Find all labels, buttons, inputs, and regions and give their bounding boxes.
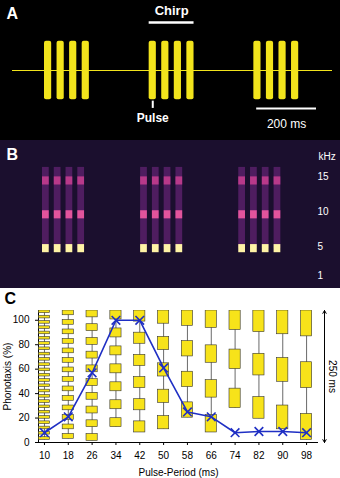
- svg-text:66: 66: [206, 450, 218, 461]
- svg-text:Chirp: Chirp: [155, 3, 189, 18]
- svg-text:1: 1: [318, 270, 324, 281]
- svg-text:200 ms: 200 ms: [267, 117, 306, 131]
- svg-text:A: A: [7, 5, 19, 22]
- svg-text:10: 10: [39, 450, 51, 461]
- svg-text:5: 5: [318, 241, 324, 252]
- svg-text:C: C: [5, 290, 17, 307]
- svg-text:100: 100: [13, 314, 30, 325]
- svg-text:Pulse: Pulse: [137, 111, 169, 125]
- svg-text:80: 80: [18, 339, 30, 350]
- svg-text:50: 50: [158, 450, 170, 461]
- svg-text:26: 26: [87, 450, 99, 461]
- svg-text:B: B: [7, 146, 19, 163]
- svg-text:15: 15: [318, 171, 330, 182]
- svg-text:58: 58: [182, 450, 194, 461]
- svg-text:42: 42: [134, 450, 146, 461]
- svg-text:0: 0: [24, 437, 30, 448]
- svg-text:98: 98: [301, 450, 313, 461]
- svg-text:20: 20: [18, 412, 30, 423]
- svg-text:Phonotaxis (%): Phonotaxis (%): [2, 343, 13, 411]
- svg-text:10: 10: [318, 206, 330, 217]
- svg-text:250 ms: 250 ms: [327, 360, 338, 393]
- svg-text:34: 34: [110, 450, 122, 461]
- svg-text:kHz: kHz: [319, 151, 336, 162]
- svg-text:74: 74: [230, 450, 242, 461]
- svg-text:82: 82: [253, 450, 265, 461]
- svg-text:60: 60: [18, 363, 30, 374]
- svg-text:90: 90: [277, 450, 289, 461]
- svg-text:18: 18: [63, 450, 75, 461]
- svg-text:Pulse-Period (ms): Pulse-Period (ms): [138, 467, 218, 478]
- svg-text:40: 40: [18, 388, 30, 399]
